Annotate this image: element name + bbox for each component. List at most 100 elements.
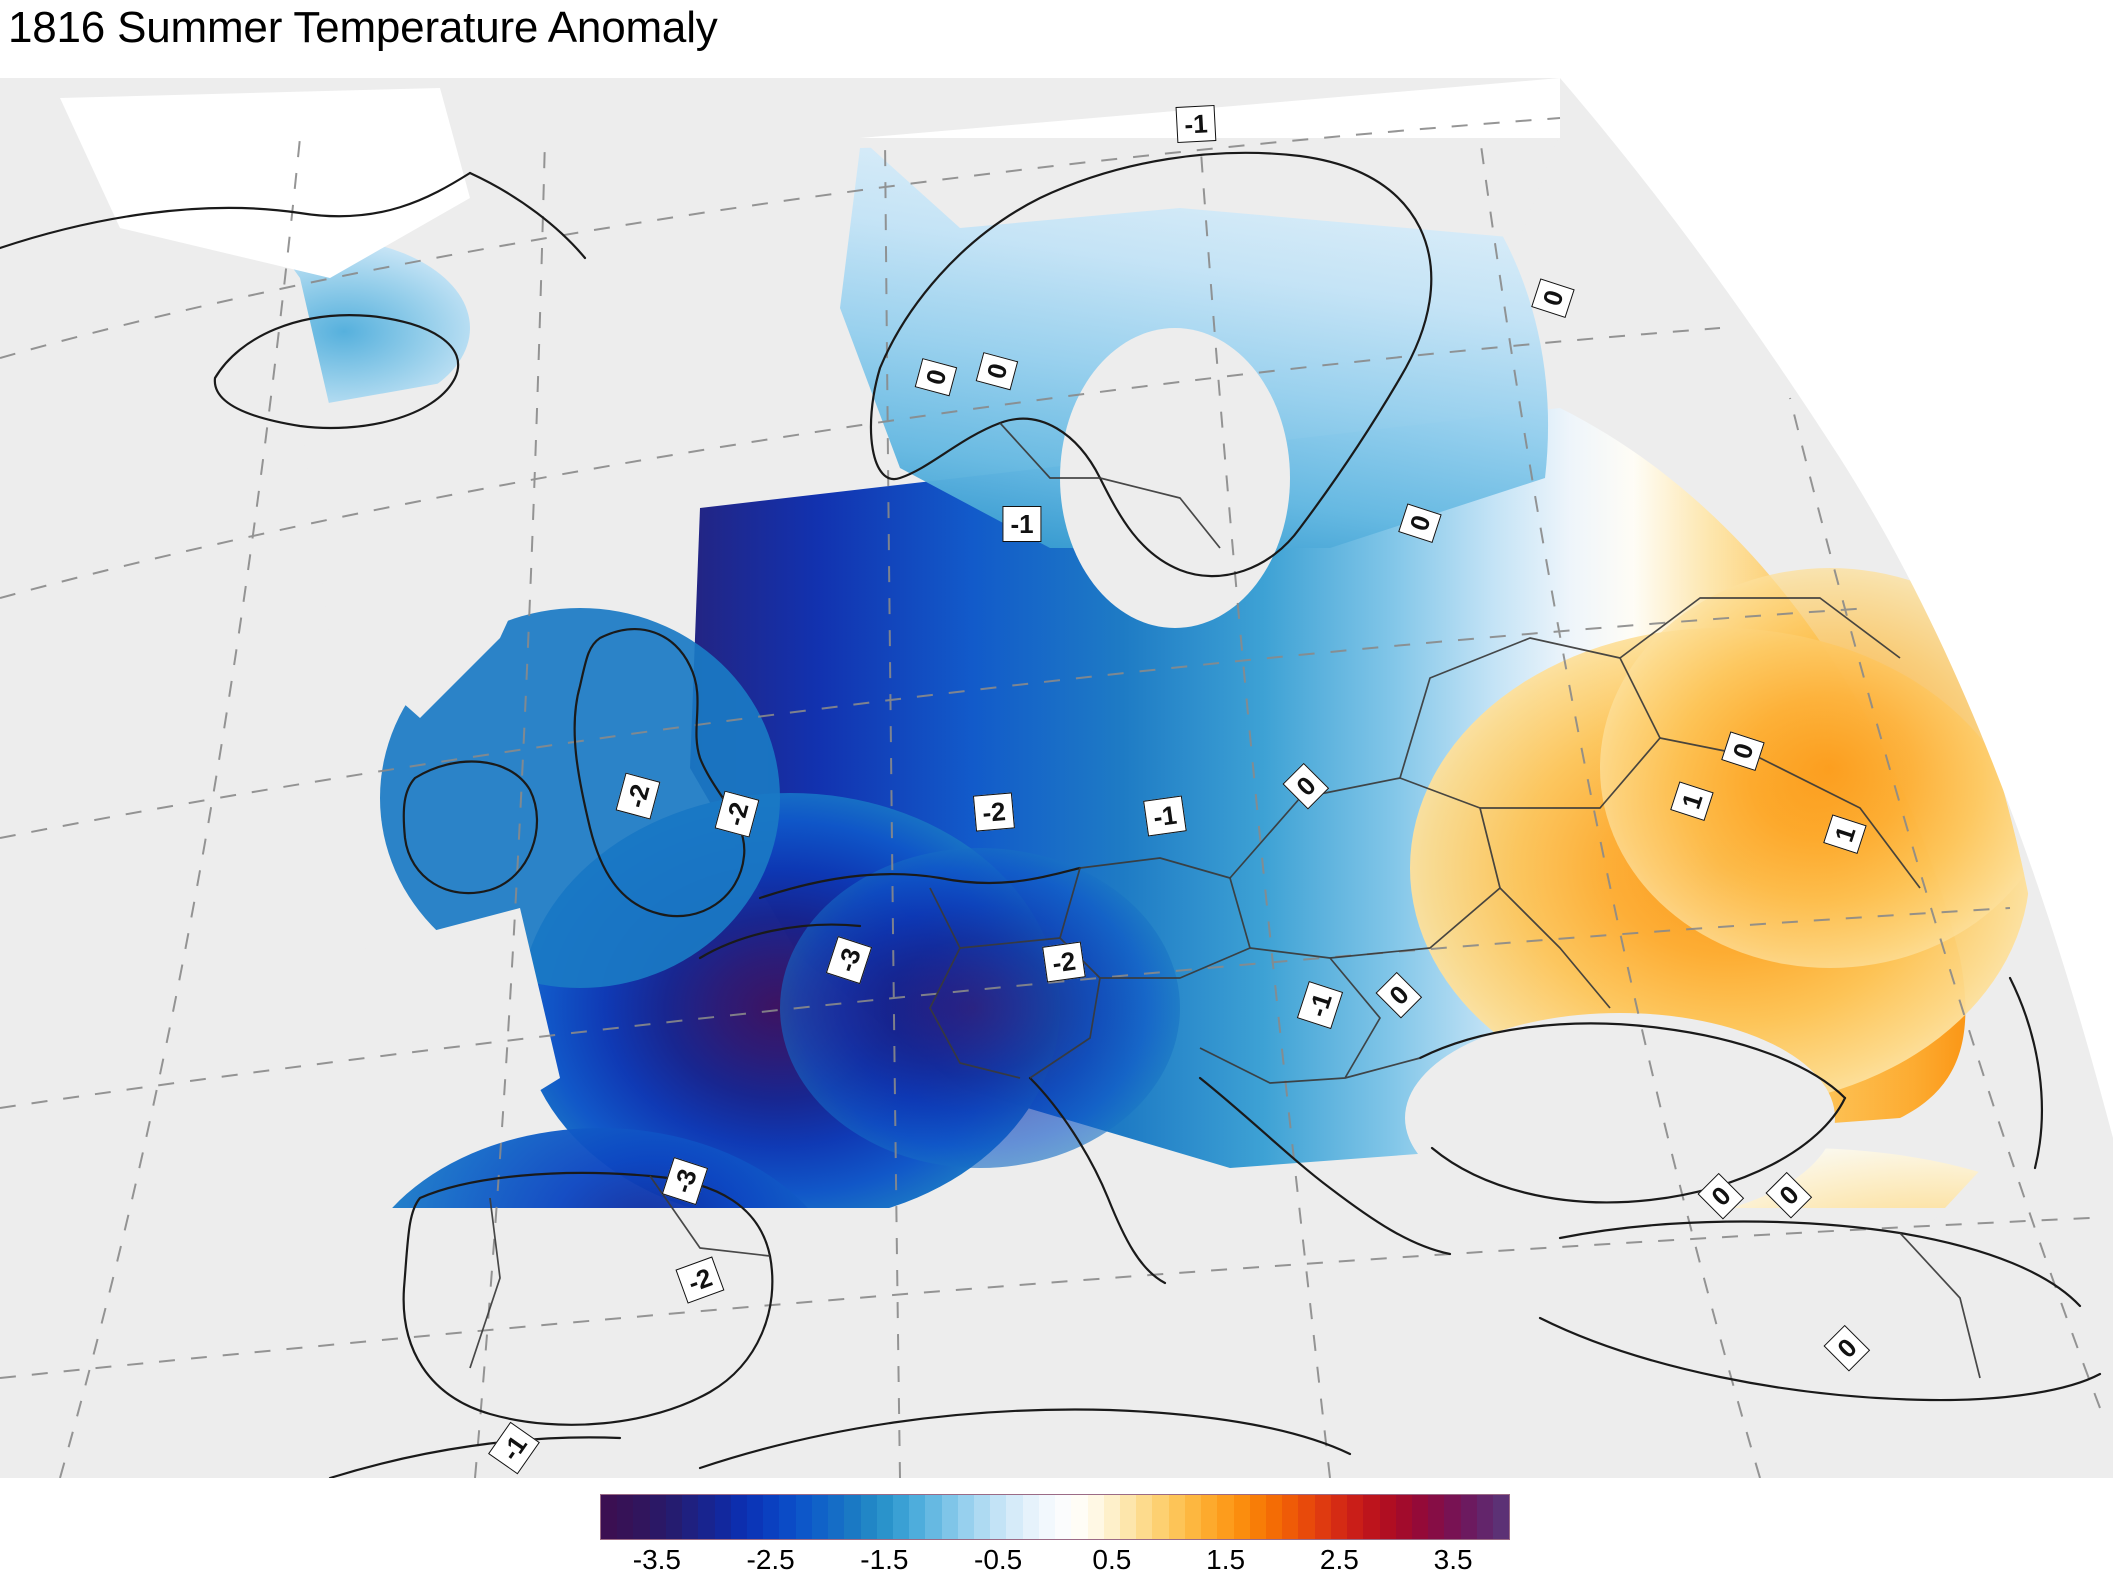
colorbar-swatch <box>698 1495 715 1539</box>
colorbar-swatch <box>1136 1495 1153 1539</box>
colorbar-gradient[interactable] <box>600 1494 1510 1540</box>
contour-label-value: 0 <box>1383 979 1415 1011</box>
colorbar-swatch <box>1103 1495 1120 1539</box>
contour-label-value: -2 <box>1050 945 1078 979</box>
colorbar-swatch <box>1314 1495 1331 1539</box>
colorbar-swatch <box>990 1495 1007 1539</box>
contour-label-value: -1 <box>495 1429 533 1467</box>
colorbar-swatch <box>795 1495 812 1539</box>
colorbar-swatch <box>828 1495 845 1539</box>
colorbar-swatch <box>957 1495 975 1539</box>
contour-label-value: 0 <box>1831 1332 1863 1364</box>
contour-label-value: -1 <box>1183 108 1209 140</box>
contour-label-value: -3 <box>667 1165 703 1197</box>
colorbar-tick: -3.5 <box>632 1544 681 1575</box>
colorbar-tick: -2.5 <box>746 1544 795 1575</box>
colorbar-swatch <box>1282 1495 1299 1539</box>
colorbar-swatch <box>1476 1495 1494 1539</box>
colorbar-swatch <box>1493 1495 1510 1539</box>
colorbar-swatch <box>1363 1495 1380 1539</box>
colorbar-swatch <box>1217 1495 1234 1539</box>
contour-label-value: 0 <box>1773 1179 1805 1211</box>
colorbar-swatch <box>1006 1495 1023 1539</box>
colorbar-swatch <box>909 1495 926 1539</box>
colorbar-swatch <box>1444 1495 1461 1539</box>
contour-label-value: 1 <box>1828 822 1862 846</box>
contour-label-value: -2 <box>620 780 656 812</box>
contour-label-value: -2 <box>719 798 755 830</box>
colorbar-swatch <box>1411 1495 1429 1539</box>
colorbar-swatch <box>1379 1495 1396 1539</box>
contour-label-value: 0 <box>919 366 953 388</box>
field-russia-warm-2 <box>1600 568 2047 968</box>
colorbar-swatch <box>1428 1495 1445 1539</box>
colorbar-swatch <box>1395 1495 1412 1539</box>
colorbar-swatch <box>941 1495 958 1539</box>
colorbar[interactable]: -3.5 -2.5 -1.5 -0.5 0.5 1.5 2.5 3.5 <box>600 1494 1510 1575</box>
contour-label-value: 1 <box>1675 789 1709 813</box>
contour-label-value: -2 <box>981 796 1007 828</box>
map-layers <box>0 78 2113 1478</box>
contour-label-value: -1 <box>1010 509 1034 539</box>
colorbar-swatch <box>1168 1495 1185 1539</box>
colorbar-swatch <box>1233 1495 1250 1539</box>
colorbar-swatch <box>844 1495 861 1539</box>
colorbar-swatch <box>633 1495 650 1539</box>
colorbar-swatch <box>1055 1495 1072 1539</box>
colorbar-swatch <box>1201 1495 1218 1539</box>
colorbar-swatch <box>601 1495 618 1539</box>
coastlines <box>0 151 2102 1478</box>
colorbar-swatch <box>925 1495 942 1539</box>
contour-label-value: 0 <box>1536 286 1570 310</box>
colorbar-swatch <box>1184 1495 1202 1539</box>
contour-label-value: 0 <box>1403 511 1437 535</box>
colorbar-swatch <box>1330 1495 1348 1539</box>
page-title: 1816 Summer Temperature Anomaly <box>8 3 718 52</box>
contour-label-value: -3 <box>831 944 867 976</box>
contour-label: -2 <box>1042 941 1086 983</box>
graticule <box>0 117 2101 1478</box>
colorbar-swatch <box>779 1495 796 1539</box>
colorbar-swatch <box>1087 1495 1104 1539</box>
contour-label-value: 0 <box>1705 1180 1737 1212</box>
contour-label: -2 <box>972 792 1016 832</box>
colorbar-swatch <box>730 1495 747 1539</box>
colorbar-swatch <box>1265 1495 1283 1539</box>
contour-label-value: -2 <box>684 1261 716 1299</box>
colorbar-swatch <box>811 1495 829 1539</box>
contour-label: -1 <box>1175 105 1217 143</box>
colorbar-swatch <box>876 1495 893 1539</box>
colorbar-swatch <box>1249 1495 1266 1539</box>
colorbar-swatch <box>763 1495 780 1539</box>
contour-label-value: -1 <box>1151 799 1179 833</box>
colorbar-swatch <box>892 1495 910 1539</box>
contour-label-value: 0 <box>1290 770 1322 802</box>
colorbar-swatch <box>714 1495 731 1539</box>
colorbar-swatch <box>746 1495 764 1539</box>
colorbar-swatch <box>1347 1495 1364 1539</box>
colorbar-swatch <box>1120 1495 1137 1539</box>
map-canvas[interactable]: -1 0 0 0 -1 0 -2 -2 -2 -1 0 0 1 1 -3 -2 -1 0 -3 -2 0 0 0 -1 <box>0 78 2113 1478</box>
colorbar-swatch <box>617 1495 634 1539</box>
colorbar-swatch <box>1152 1495 1169 1539</box>
ocean-mask <box>0 78 2113 1478</box>
contour-label-value: 0 <box>980 360 1014 382</box>
colorbar-tick: -0.5 <box>974 1544 1023 1575</box>
colorbar-swatch <box>1071 1495 1088 1539</box>
colorbar-swatch <box>1022 1495 1039 1539</box>
colorbar-swatch <box>649 1495 666 1539</box>
contour-label: -1 <box>1143 795 1187 837</box>
colorbar-tick: 0.5 <box>1092 1544 1132 1575</box>
contour-label-value: -1 <box>1302 989 1338 1021</box>
colorbar-swatch <box>682 1495 699 1539</box>
colorbar-swatch <box>974 1495 991 1539</box>
colorbar-tick: -1.5 <box>860 1544 909 1575</box>
colorbar-swatch <box>665 1495 683 1539</box>
colorbar-tick: 2.5 <box>1319 1544 1359 1575</box>
field-alps-cold <box>780 848 1180 1168</box>
contour-label-value: 0 <box>1726 739 1760 763</box>
colorbar-swatch <box>860 1495 877 1539</box>
colorbar-tick: 1.5 <box>1206 1544 1246 1575</box>
colorbar-swatch <box>1460 1495 1477 1539</box>
colorbar-swatch <box>1298 1495 1315 1539</box>
